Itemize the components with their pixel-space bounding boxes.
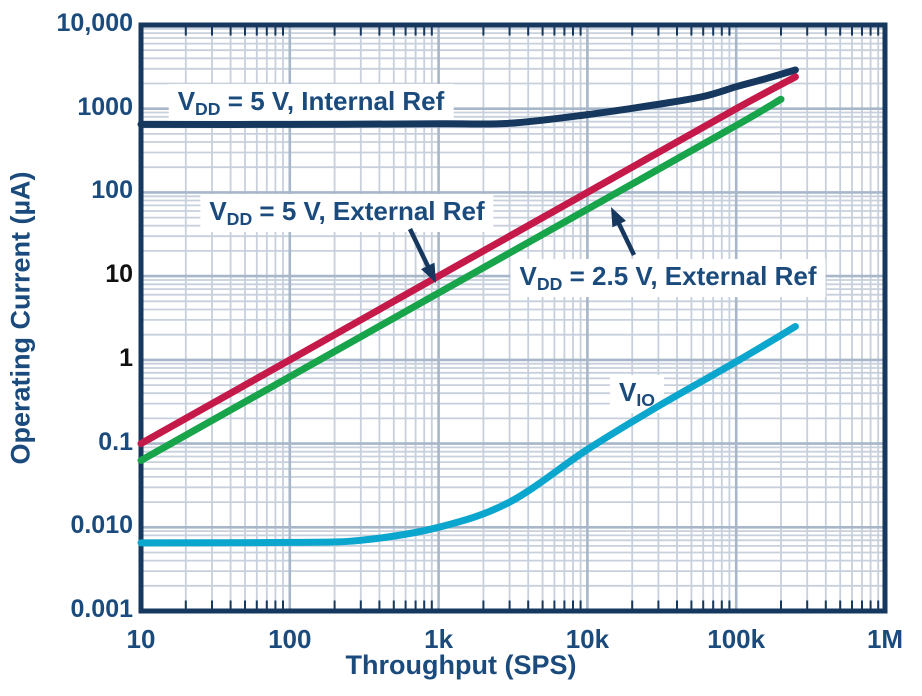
- y-tick-label: 1000: [77, 92, 133, 121]
- curve-label-ext-ref-5v: VDD = 5 V, External Ref: [200, 194, 494, 232]
- y-axis-title: Operating Current (µA): [5, 171, 36, 465]
- x-tick-label: 10k: [565, 624, 610, 654]
- x-tick-label: 100: [268, 624, 312, 654]
- y-tick-label: 1: [119, 343, 133, 372]
- curve-label-ext-ref-2v5: VDD = 2.5 V, External Ref: [510, 259, 826, 297]
- y-tick-label: 0.010: [70, 511, 133, 540]
- x-tick-label: 100k: [707, 624, 766, 654]
- x-axis-title: Throughput (SPS): [345, 650, 577, 680]
- x-tick-label: 1M: [866, 624, 904, 654]
- y-tick-label: 10: [105, 260, 133, 289]
- curve-label-internal-ref: VDD = 5 V, Internal Ref: [168, 84, 454, 122]
- x-tick-label: 1k: [424, 624, 454, 654]
- y-tick-label: 100: [91, 176, 133, 205]
- y-tick-label: 10,000: [56, 9, 133, 37]
- x-tick-label: 10: [126, 624, 156, 654]
- curve-label-vio: VIO: [610, 375, 664, 413]
- y-tick-label: 0.001: [70, 595, 133, 623]
- y-tick-label: 0.1: [98, 427, 133, 456]
